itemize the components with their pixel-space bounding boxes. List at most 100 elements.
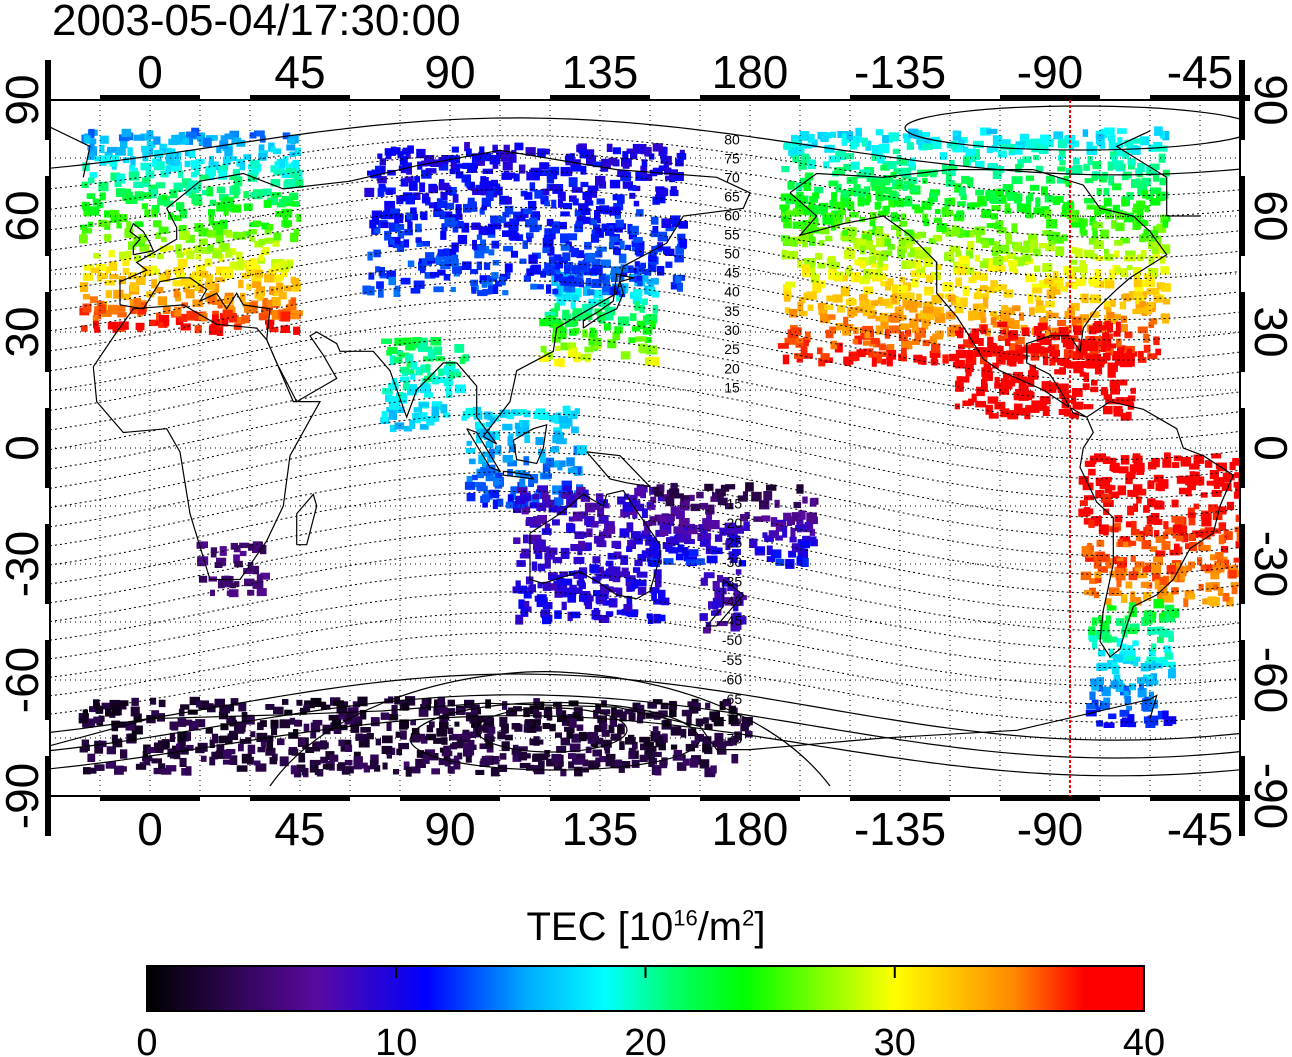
tec-cell (981, 209, 991, 219)
tec-cell (1105, 615, 1112, 624)
tec-cell (840, 232, 852, 241)
tec-cell (1159, 613, 1166, 619)
tec-cell (1008, 265, 1017, 272)
tec-cell (1063, 349, 1074, 359)
tec-cell (389, 239, 397, 245)
tec-cell (218, 170, 227, 180)
tec-cell (893, 168, 903, 174)
tec-cell (560, 233, 570, 244)
tec-cell (1120, 268, 1129, 278)
tec-cell (520, 607, 529, 617)
frame-tick-top (850, 95, 950, 101)
tec-cell (774, 499, 780, 508)
tec-cell (781, 209, 788, 216)
tec-cell (634, 301, 641, 311)
tec-cell (1057, 138, 1068, 149)
tec-cell (212, 314, 219, 323)
tec-cell (1015, 344, 1023, 352)
tec-cell (178, 137, 189, 145)
tec-cell (231, 204, 242, 213)
tec-cell (1070, 259, 1078, 265)
tec-cell (1101, 339, 1112, 347)
tec-cell (783, 512, 792, 521)
tec-cell (210, 589, 215, 597)
tec-cell (659, 523, 670, 533)
tec-cell (153, 767, 164, 775)
tec-cell (1218, 522, 1227, 531)
tec-cell (1202, 598, 1209, 605)
tec-cell (1107, 311, 1115, 319)
tec-cell (648, 537, 657, 544)
tec-cell (438, 182, 450, 191)
tec-cell (229, 130, 240, 138)
tec-cell (465, 755, 472, 763)
tec-cell (461, 732, 471, 741)
tec-cell (1091, 685, 1100, 691)
tec-cell (178, 225, 187, 232)
tec-cell (1083, 495, 1094, 501)
tec-cell (1017, 159, 1024, 168)
tec-cell (82, 303, 92, 313)
tec-cell (1145, 562, 1157, 570)
tec-cell (253, 220, 262, 227)
tec-cell (370, 717, 380, 727)
tec-cell (79, 747, 88, 753)
tec-cell (386, 270, 396, 280)
tec-cell (103, 210, 114, 218)
tec-cell (133, 134, 145, 141)
tec-cell (1088, 626, 1096, 636)
tec-cell (436, 402, 442, 411)
tec-cell (596, 312, 606, 322)
tec-cell (1137, 326, 1148, 334)
tec-cell (408, 181, 418, 191)
tec-cell (926, 310, 934, 320)
tec-cell (898, 331, 905, 341)
tec-cell (937, 293, 944, 299)
tec-cell (928, 238, 937, 245)
tec-cell (1025, 246, 1037, 253)
tec-cell (518, 751, 528, 761)
tec-cell (1112, 654, 1123, 662)
tec-cell (870, 178, 880, 187)
tec-cell (654, 491, 664, 497)
tec-cell (855, 306, 864, 313)
tec-cell (605, 560, 614, 567)
lon-tick-label-bottom: -90 (1017, 803, 1083, 855)
tec-cell (1148, 679, 1159, 685)
tec-cell (1061, 330, 1069, 337)
tec-cell (105, 266, 111, 274)
tec-cell (1094, 269, 1102, 278)
tec-cell (652, 486, 660, 493)
tec-cell (428, 721, 435, 728)
tec-cell (536, 539, 546, 550)
tec-cell (561, 480, 572, 490)
tec-cell (868, 348, 874, 358)
tec-cell (725, 484, 736, 490)
tec-cell (598, 615, 610, 623)
tec-cell (1230, 582, 1239, 588)
tec-cell (1130, 555, 1136, 563)
tec-cell (111, 706, 121, 716)
tec-cell (1136, 200, 1146, 210)
tec-cell (256, 574, 263, 583)
tec-cell (613, 551, 622, 560)
tec-cell (392, 240, 404, 249)
tec-cell (1136, 254, 1144, 262)
tec-cell (553, 254, 562, 262)
tec-cell (682, 758, 690, 766)
tec-cell (405, 341, 416, 351)
tec-cell (537, 515, 547, 524)
tec-cell (880, 280, 886, 287)
tec-cell (437, 200, 448, 208)
tec-cell (859, 294, 868, 301)
tec-cell (810, 539, 818, 547)
tec-cell (712, 547, 723, 555)
tec-cell (386, 722, 392, 731)
tec-cell (878, 345, 887, 351)
tec-cell (533, 739, 544, 745)
tec-cell (905, 303, 914, 311)
tec-cell (233, 554, 240, 564)
tec-cell (290, 297, 297, 306)
tec-cell (198, 313, 208, 322)
tec-cell (1155, 535, 1166, 543)
